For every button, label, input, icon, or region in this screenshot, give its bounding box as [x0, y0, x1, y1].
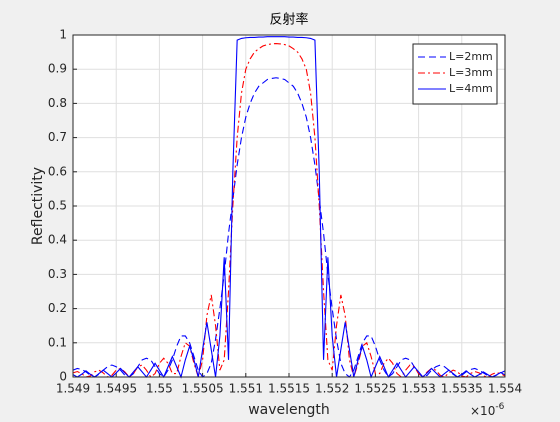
- x-tick-label: 1.5505: [182, 382, 224, 396]
- y-tick-label: 0.9: [48, 62, 67, 76]
- x-tick-label: 1.553: [401, 382, 435, 396]
- chart-title: 反射率: [269, 12, 308, 28]
- y-tick-label: 0.5: [48, 199, 67, 213]
- axes-box: [72, 34, 506, 378]
- y-tick-label: 0.3: [48, 267, 67, 281]
- line-series: [72, 42, 506, 380]
- x-axis-label: wavelength: [248, 402, 330, 418]
- x-tick-label: 1.551: [229, 382, 263, 396]
- x-tick-label: 1.5495: [95, 382, 137, 396]
- y-tick-label: 1: [59, 28, 67, 42]
- x-tick-label: 1.549: [56, 382, 90, 396]
- x-multiplier-base: ×10: [470, 404, 495, 418]
- y-tick-label: 0.7: [48, 130, 67, 144]
- x-tick-label: 1.5515: [268, 382, 310, 396]
- x-tick-label: 1.55: [146, 382, 173, 396]
- y-tick-label: 0.8: [48, 96, 67, 110]
- y-tick-label: 0.2: [48, 301, 67, 315]
- x-tick-label: 1.5535: [441, 382, 483, 396]
- x-tick-label: 1.554: [488, 382, 522, 396]
- y-tick-label: 0.4: [48, 233, 67, 247]
- y-tick-label: 0.1: [48, 335, 67, 349]
- legend-label: L=2mm: [449, 50, 493, 63]
- y-tick-label: 0.6: [48, 164, 67, 178]
- line-series: [72, 36, 506, 379]
- x-multiplier: ×10-6: [470, 402, 505, 418]
- x-tick-label: 1.5525: [354, 382, 396, 396]
- line-series: [72, 77, 506, 378]
- legend-box: [412, 43, 498, 105]
- y-tick-label: 0: [59, 370, 67, 384]
- legend-label: L=3mm: [449, 66, 493, 79]
- x-tick-label: 1.552: [315, 382, 349, 396]
- legend-label: L=4mm: [449, 82, 493, 95]
- x-multiplier-exponent: -6: [495, 402, 504, 412]
- y-axis-label: Reflectivity: [30, 167, 46, 245]
